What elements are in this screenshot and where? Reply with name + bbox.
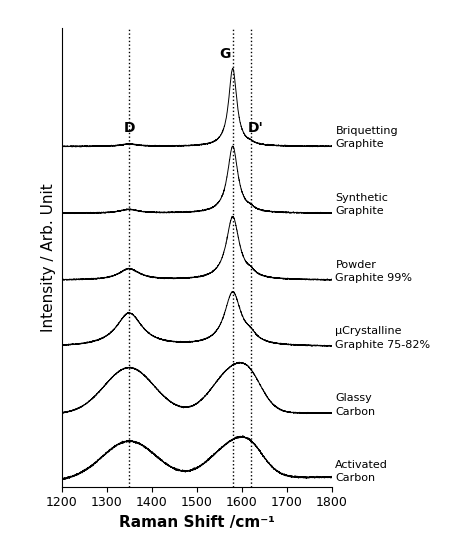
Text: Synthetic
Graphite: Synthetic Graphite	[336, 193, 388, 216]
Text: Powder
Graphite 99%: Powder Graphite 99%	[336, 260, 412, 283]
Y-axis label: Intensity / Arb. Unit: Intensity / Arb. Unit	[41, 183, 56, 331]
Text: μCrystalline
Graphite 75-82%: μCrystalline Graphite 75-82%	[336, 326, 430, 349]
Text: D': D'	[248, 121, 264, 135]
Text: Briquetting
Graphite: Briquetting Graphite	[336, 126, 398, 149]
Text: Glassy
Carbon: Glassy Carbon	[336, 393, 375, 416]
X-axis label: Raman Shift /cm⁻¹: Raman Shift /cm⁻¹	[119, 515, 274, 530]
Text: Activated
Carbon: Activated Carbon	[336, 460, 388, 483]
Text: D: D	[123, 121, 135, 135]
Text: G: G	[219, 47, 230, 61]
